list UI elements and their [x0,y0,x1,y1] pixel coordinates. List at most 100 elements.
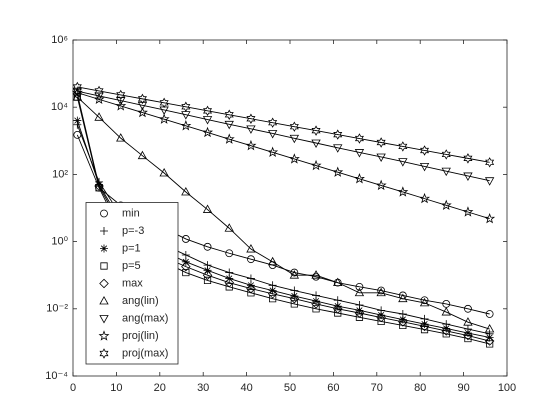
y-tick-label: 10⁶ [51,34,68,46]
data-point [267,289,278,299]
data-point [442,324,451,333]
data-point [419,192,431,204]
data-point [463,317,473,326]
data-point [267,146,279,157]
data-point [180,120,192,131]
data-point [334,309,342,317]
data-point [332,166,344,177]
data-point [290,292,299,301]
data-point [355,282,364,291]
legend-label: p=5 [122,260,141,272]
data-point [484,212,496,224]
data-point [225,283,233,291]
data-point [485,333,494,342]
data-point [312,297,321,306]
data-point [181,257,190,266]
data-point [441,149,451,160]
data-point [375,179,387,191]
data-point [224,120,234,130]
data-point [462,206,474,217]
data-point [419,162,430,172]
y-tick-label: 10⁴ [51,101,68,113]
legend-label: proj(max) [122,347,168,359]
x-tick-label: 90 [457,382,469,394]
data-point [420,320,429,329]
data-point [245,139,257,151]
data-point [310,159,322,171]
x-tick-label: 60 [327,382,339,394]
data-point [137,150,148,160]
data-point [115,100,127,111]
data-point [484,336,495,346]
legend-label: min [122,207,140,219]
data-point [290,300,298,308]
data-point [440,199,452,211]
data-point [181,235,190,243]
legend-marker [99,295,109,305]
data-point [484,324,495,333]
data-point [484,177,495,186]
data-point [463,329,472,338]
data-point [289,134,300,144]
data-point [376,137,386,148]
data-point [94,181,104,191]
data-point [94,92,104,101]
data-point [224,223,234,232]
y-tick-label: 10² [52,168,68,180]
data-point [333,277,343,287]
data-point [246,283,256,294]
plot-area: 0 10 20 30 40 50 60 70 80 90 100 10⁻⁴ 10⁻² 10⁰ 10² 10⁴ 1… [45,34,516,394]
data-point [94,112,104,121]
legend-marker [100,244,108,253]
data-point [398,293,408,303]
data-point [72,81,82,93]
data-point [181,186,191,196]
data-point [158,113,170,124]
data-point [376,153,386,163]
data-point [224,277,235,288]
legend-marker [99,315,109,324]
x-tick-label: 20 [154,382,166,394]
series-line [77,90,490,182]
data-point [224,109,234,120]
data-point [333,302,342,311]
legend-label: p=1 [122,242,141,254]
data-point [486,340,494,348]
data-point [116,133,126,142]
data-point [268,286,277,295]
data-point [267,256,278,266]
data-point [420,145,430,156]
data-point [397,186,409,197]
data-point [377,317,385,326]
legend-label: ang(lin) [122,295,159,307]
data-point [203,242,212,251]
legend-marker [99,348,109,359]
data-point [332,304,343,314]
x-tick-label: 100 [498,382,516,394]
data-point [398,315,407,324]
data-point [463,172,473,181]
data-point [333,144,343,153]
legend-label: proj(lin) [122,330,159,342]
x-tick-label: 40 [240,382,252,394]
legend-marker [100,262,108,270]
data-point [73,116,82,125]
data-point [464,304,472,313]
legend-label: ang(max) [122,312,168,324]
data-point [159,167,169,177]
data-point [311,270,321,279]
data-point [376,287,386,297]
data-point [202,270,213,280]
data-point [181,250,190,259]
data-point [419,321,430,332]
data-point [463,330,473,341]
data-point [311,299,321,309]
data-point [398,158,408,167]
data-point [203,105,213,117]
data-point [354,149,365,158]
data-point [463,153,473,164]
data-point [203,276,212,284]
x-tick-label: 70 [371,382,383,394]
data-point [333,129,343,140]
